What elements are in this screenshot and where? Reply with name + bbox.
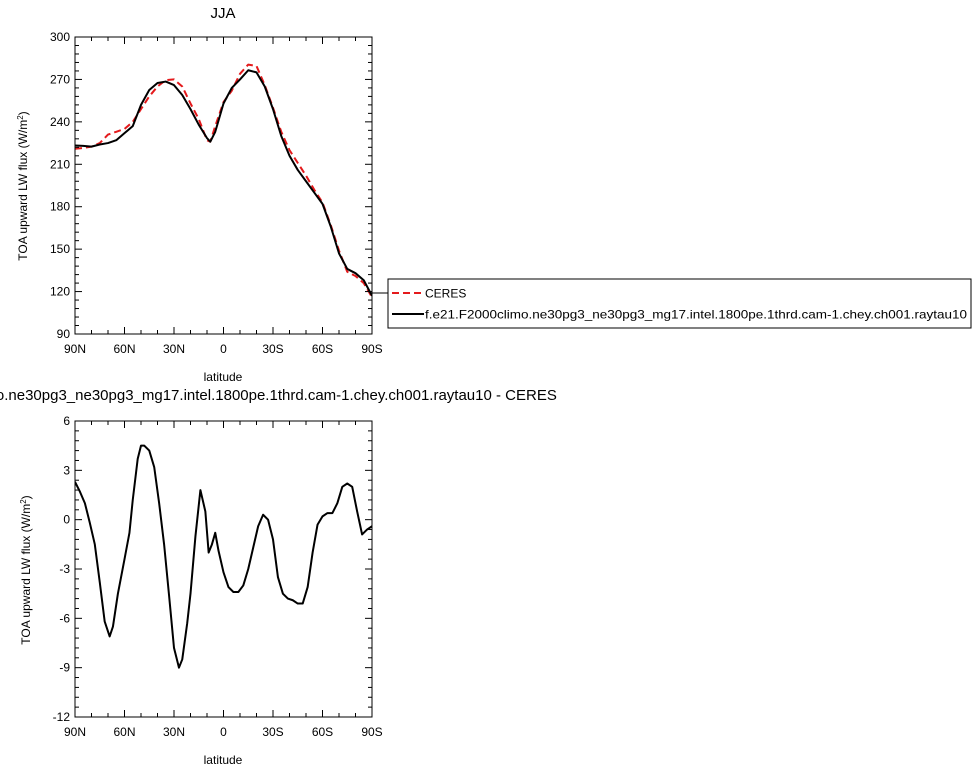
top-plot: 90N 60N 30N 0 30S 60S 90S 90 120 150 180 210 240 270 3… bbox=[50, 30, 383, 356]
top-panel: JJA 90N 60N 30N 0 30S 60S 90S 90 120 150 180 210 240… bbox=[16, 5, 388, 384]
top-ytick-label: 210 bbox=[50, 157, 70, 171]
top-panel-xlabel: latitude bbox=[204, 370, 243, 384]
bottom-ytick-label: 6 bbox=[63, 414, 70, 428]
bottom-xtick-label: 60N bbox=[113, 725, 135, 739]
top-plot-frame bbox=[74, 36, 373, 335]
top-ytick-label: 300 bbox=[50, 30, 70, 44]
top-panel-title: JJA bbox=[210, 5, 235, 22]
top-ytick-label: 270 bbox=[50, 72, 70, 86]
bottom-ylabel-sup: 2 bbox=[19, 499, 28, 504]
bottom-ytick-label: -6 bbox=[59, 611, 70, 625]
top-ytick-label: 240 bbox=[50, 115, 70, 129]
legend-box bbox=[387, 278, 972, 329]
top-ytick-label: 150 bbox=[50, 242, 70, 256]
top-series-ceres-line bbox=[75, 63, 372, 298]
bottom-panel-title: f.e21.F2000climo.ne30pg3_ne30pg3_mg17.in… bbox=[0, 387, 557, 404]
bottom-xtick-label: 90S bbox=[361, 725, 382, 739]
bottom-ytick-label: 3 bbox=[63, 463, 70, 477]
bottom-ytick-label: -12 bbox=[53, 710, 71, 724]
bottom-panel-xlabel: latitude bbox=[204, 753, 243, 767]
top-xtick-label: 60N bbox=[113, 342, 135, 356]
bottom-plot: 90N 60N 30N 0 30S 60S 90S -12 -9 -6 -3 0 3 6 bbox=[53, 414, 383, 739]
top-panel-ylabel: TOA upward LW flux (W/m2) bbox=[16, 111, 31, 260]
legend-label-model: f.e21.F2000climo.ne30pg3_ne30pg3_mg17.in… bbox=[425, 308, 967, 322]
bottom-panel-ylabel: TOA upward LW flux (W/m2) bbox=[19, 495, 34, 644]
bottom-xtick-label: 30N bbox=[163, 725, 185, 739]
top-xtick-label: 60S bbox=[312, 342, 333, 356]
bottom-xtick-label: 0 bbox=[220, 725, 227, 739]
top-ytick-label: 180 bbox=[50, 200, 70, 214]
bottom-xtick-label: 90N bbox=[64, 725, 86, 739]
top-ytick-label: 120 bbox=[50, 285, 70, 299]
bottom-series-difference-line bbox=[75, 444, 372, 669]
top-series-model-line bbox=[75, 69, 372, 297]
legend-label-ceres: CERES bbox=[425, 287, 466, 301]
top-ylabel-sup: 2 bbox=[16, 115, 25, 120]
top-ylabel-main: TOA upward LW flux (W/m bbox=[16, 120, 30, 261]
bottom-ylabel-end: ) bbox=[19, 495, 33, 499]
top-xtick-label: 30S bbox=[262, 342, 283, 356]
top-xtick-label: 90S bbox=[361, 342, 382, 356]
top-xtick-label: 90N bbox=[64, 342, 86, 356]
bottom-xtick-label: 60S bbox=[312, 725, 333, 739]
bottom-ytick-label: 0 bbox=[63, 513, 70, 527]
legend: CERES f.e21.F2000climo.ne30pg3_ne30pg3_m… bbox=[387, 278, 972, 329]
bottom-ylabel-main: TOA upward LW flux (W/m bbox=[19, 504, 33, 645]
top-xtick-label: 30N bbox=[163, 342, 185, 356]
bottom-xtick-label: 30S bbox=[262, 725, 283, 739]
bottom-panel: f.e21.F2000climo.ne30pg3_ne30pg3_mg17.in… bbox=[0, 387, 557, 767]
top-ytick-label: 90 bbox=[57, 327, 71, 341]
bottom-ytick-label: -3 bbox=[59, 562, 70, 576]
bottom-ytick-label: -9 bbox=[59, 661, 70, 675]
top-xtick-label: 0 bbox=[220, 342, 227, 356]
top-ylabel-end: ) bbox=[16, 111, 30, 115]
